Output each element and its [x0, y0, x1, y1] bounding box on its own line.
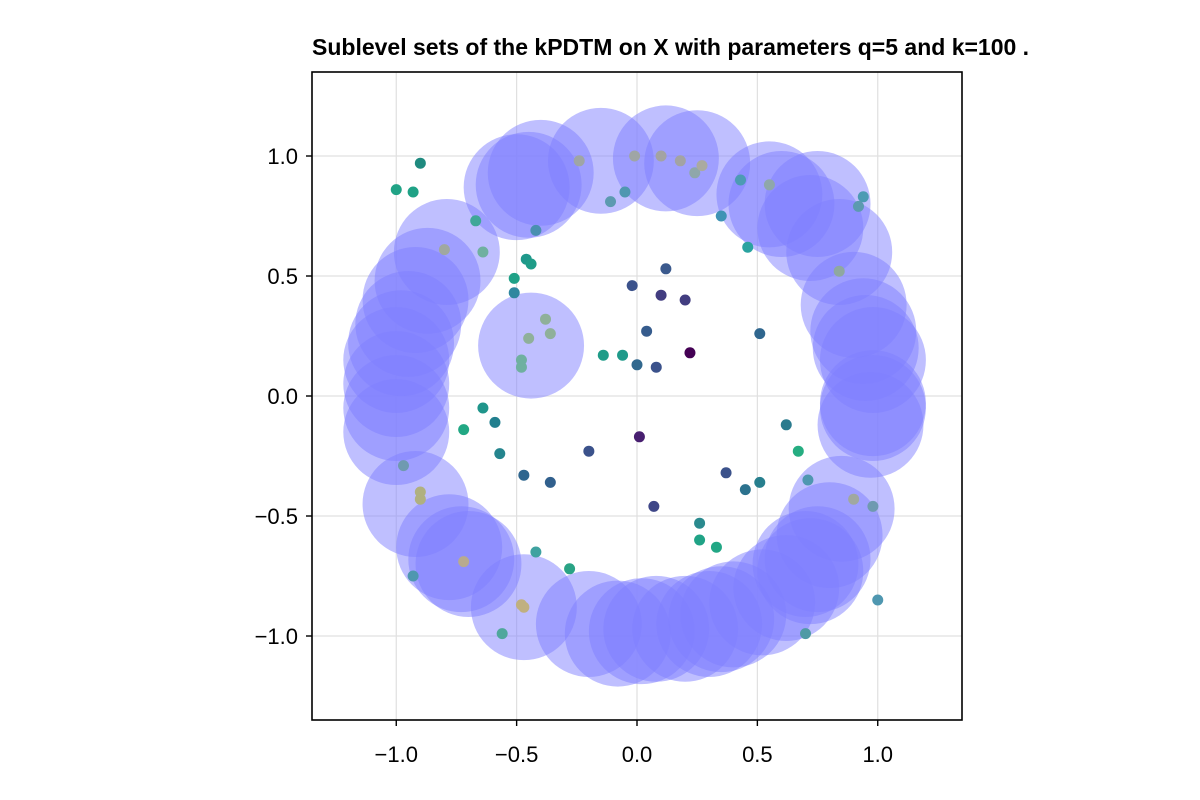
ball-40: [463, 134, 570, 241]
data-point-46: [694, 517, 706, 529]
x-tick-label-3: 0.5: [742, 742, 773, 767]
data-point-65: [696, 160, 708, 172]
data-point-51: [496, 628, 508, 640]
data-point-4: [477, 246, 489, 258]
data-point-10: [544, 328, 556, 340]
ball-45: [362, 247, 469, 353]
data-point-15: [626, 280, 638, 292]
data-point-58: [619, 186, 631, 198]
data-point-2: [407, 186, 419, 198]
data-point-70: [518, 601, 530, 613]
x-tick-label-2: 0.0: [622, 742, 653, 767]
data-point-55: [800, 628, 812, 640]
data-point-13: [515, 361, 527, 373]
x-tick-label-1: −0.5: [495, 742, 538, 767]
data-point-57: [802, 474, 814, 486]
data-point-38: [583, 445, 595, 457]
ball-42: [819, 350, 926, 457]
data-point-47: [694, 534, 706, 546]
data-point-50: [564, 563, 576, 575]
data-point-7: [508, 272, 520, 284]
y-tick-label-4: −1.0: [255, 624, 298, 649]
ball-43: [757, 518, 864, 625]
data-point-6: [525, 258, 537, 270]
ball-47: [728, 151, 835, 257]
data-point-31: [852, 200, 864, 212]
data-point-33: [458, 424, 470, 436]
data-point-27: [715, 210, 727, 222]
data-point-73: [848, 493, 860, 505]
data-point-61: [573, 155, 585, 167]
data-point-37: [544, 476, 556, 488]
y-tick-label-2: 0.0: [267, 384, 298, 409]
chart-title: Sublevel sets of the kPDTM on X with par…: [312, 34, 1030, 60]
x-tick-label-0: −1.0: [375, 742, 418, 767]
data-point-42: [739, 484, 751, 496]
data-point-68: [414, 493, 426, 505]
data-point-29: [763, 179, 775, 191]
data-points: [390, 150, 884, 640]
data-point-66: [438, 244, 450, 256]
data-point-24: [650, 361, 662, 373]
axis-ticks: −1.0 −0.5 0.0 0.5 1.0 1.0 0.5 0.0 −0.5 −1.0: [255, 144, 893, 767]
data-point-62: [629, 150, 641, 162]
ball-46: [800, 251, 907, 358]
data-point-43: [754, 476, 766, 488]
ball-12: [478, 292, 585, 399]
data-point-72: [833, 265, 845, 277]
data-point-22: [617, 349, 629, 361]
data-point-32: [477, 402, 489, 414]
data-point-8: [508, 287, 520, 299]
data-point-26: [742, 241, 754, 253]
data-point-49: [530, 546, 542, 558]
ball-30: [564, 580, 671, 687]
data-point-48: [710, 541, 722, 553]
data-point-23: [631, 359, 643, 371]
data-point-17: [655, 289, 667, 301]
data-point-71: [458, 556, 470, 568]
data-point-16: [660, 263, 672, 275]
data-point-39: [633, 431, 645, 443]
data-point-0: [414, 157, 426, 169]
data-point-20: [754, 328, 766, 340]
data-point-59: [605, 196, 617, 208]
data-point-3: [470, 215, 482, 227]
data-point-56: [872, 594, 884, 606]
data-point-21: [597, 349, 609, 361]
data-point-25: [684, 347, 696, 359]
y-tick-label-0: 1.0: [267, 144, 298, 169]
data-point-36: [518, 469, 530, 481]
x-tick-label-4: 1.0: [862, 742, 893, 767]
data-point-9: [540, 313, 552, 325]
data-point-18: [679, 294, 691, 306]
data-point-1: [390, 184, 402, 196]
data-point-34: [489, 416, 501, 428]
data-point-60: [689, 167, 701, 179]
data-point-63: [655, 150, 667, 162]
data-point-30: [857, 191, 869, 203]
data-point-64: [674, 155, 686, 167]
ball-44: [680, 561, 787, 668]
data-point-53: [397, 460, 409, 472]
data-point-44: [780, 419, 792, 431]
data-point-28: [735, 174, 747, 186]
data-point-54: [867, 500, 879, 512]
data-point-52: [407, 570, 419, 582]
y-tick-label-3: −0.5: [255, 504, 298, 529]
data-point-35: [494, 448, 506, 460]
data-point-40: [648, 500, 660, 512]
data-point-41: [720, 467, 732, 479]
y-tick-label-1: 0.5: [267, 264, 298, 289]
data-point-14: [530, 224, 542, 236]
data-point-45: [792, 445, 804, 457]
data-point-11: [523, 332, 535, 344]
data-point-19: [641, 325, 653, 337]
